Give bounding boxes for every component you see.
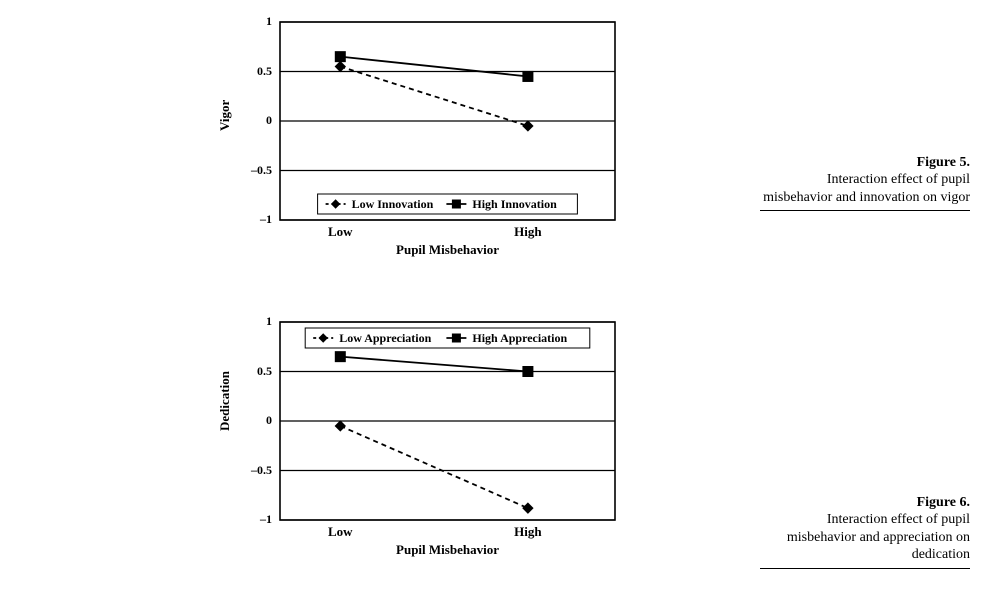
y-tick-label: –0.5 xyxy=(225,163,272,178)
page: Vigor Low InnovationHigh Innovation 10.5… xyxy=(0,0,1000,603)
chart-dedication: Dedication Low AppreciationHigh Apprecia… xyxy=(225,310,625,565)
figure6-body: Interaction effect of pupil misbehavior … xyxy=(760,511,970,564)
y-tick-label: 0.5 xyxy=(225,64,272,79)
chart2-plot: Low Appreciation High Appreciation xyxy=(225,310,625,565)
chart1-plot: Low Innovation High Innovation xyxy=(225,10,625,265)
y-tick-label: 0.5 xyxy=(225,364,272,379)
y-tick-label: –0.5 xyxy=(225,463,272,478)
x-category-label: High xyxy=(498,524,558,540)
figure5-caption: Figure 5. Interaction effect of pupil mi… xyxy=(760,155,970,211)
y-tick-label: –1 xyxy=(225,512,272,527)
figure5-title: Figure 5. xyxy=(760,155,970,171)
y-tick-label: 0 xyxy=(225,113,272,128)
figure5-rule xyxy=(760,210,970,211)
figure6-rule xyxy=(760,568,970,569)
chart2-x-axis-label: Pupil Misbehavior xyxy=(378,542,518,558)
y-tick-label: 1 xyxy=(225,14,272,29)
legend-item-label: High Innovation xyxy=(472,197,557,211)
x-category-label: Low xyxy=(310,524,370,540)
chart-vigor: Vigor Low InnovationHigh Innovation 10.5… xyxy=(225,10,625,265)
figure5-body: Interaction effect of pupil misbehavior … xyxy=(760,171,970,206)
y-tick-label: 1 xyxy=(225,314,272,329)
y-tick-label: –1 xyxy=(225,212,272,227)
legend-item-label: Low Innovation xyxy=(352,197,434,211)
legend-item-label: High Appreciation xyxy=(472,331,567,345)
legend-item-label: Low Appreciation xyxy=(339,331,431,345)
y-tick-label: 0 xyxy=(225,413,272,428)
chart1-x-axis-label: Pupil Misbehavior xyxy=(378,242,518,258)
figure6-caption: Figure 6. Interaction effect of pupil mi… xyxy=(760,495,970,569)
x-category-label: Low xyxy=(310,224,370,240)
figure6-title: Figure 6. xyxy=(760,495,970,511)
x-category-label: High xyxy=(498,224,558,240)
